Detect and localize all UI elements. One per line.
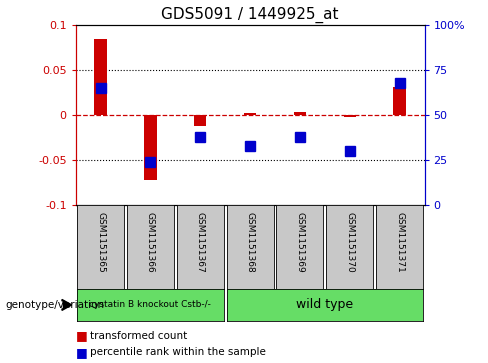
Bar (294, 112, 306, 115)
Text: transformed count: transformed count (90, 331, 187, 341)
Text: GSM1151371: GSM1151371 (395, 212, 404, 273)
Bar (244, 114, 256, 115)
Text: ■: ■ (76, 346, 87, 359)
Text: GSM1151366: GSM1151366 (146, 212, 155, 273)
Text: GSM1151367: GSM1151367 (196, 212, 205, 273)
Text: GSM1151370: GSM1151370 (346, 212, 354, 273)
Bar (393, 86, 406, 115)
Text: GSM1151368: GSM1151368 (245, 212, 255, 273)
Text: genotype/variation: genotype/variation (5, 300, 104, 310)
Bar (194, 115, 206, 126)
Text: wild type: wild type (296, 298, 353, 311)
Text: percentile rank within the sample: percentile rank within the sample (90, 347, 266, 357)
Bar (344, 115, 356, 117)
Bar (94, 39, 107, 115)
Text: cystatin B knockout Cstb-/-: cystatin B knockout Cstb-/- (89, 301, 211, 309)
Title: GDS5091 / 1449925_at: GDS5091 / 1449925_at (162, 7, 339, 23)
Text: ■: ■ (76, 329, 87, 342)
Text: GSM1151369: GSM1151369 (295, 212, 305, 273)
Bar (144, 115, 157, 180)
Text: GSM1151365: GSM1151365 (96, 212, 105, 273)
